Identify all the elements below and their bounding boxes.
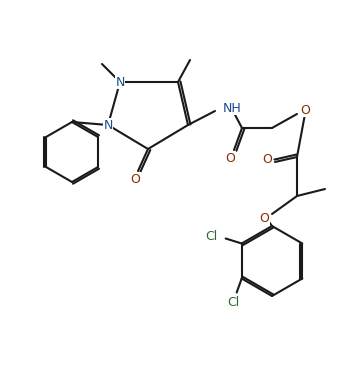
- Text: O: O: [259, 212, 269, 224]
- Text: O: O: [225, 151, 235, 165]
- Text: Cl: Cl: [206, 230, 218, 243]
- Text: Cl: Cl: [228, 296, 240, 309]
- Text: N: N: [115, 75, 125, 89]
- Text: O: O: [130, 172, 140, 186]
- Text: N: N: [103, 119, 113, 131]
- Text: O: O: [262, 152, 272, 165]
- Text: NH: NH: [223, 102, 242, 114]
- Text: O: O: [300, 103, 310, 116]
